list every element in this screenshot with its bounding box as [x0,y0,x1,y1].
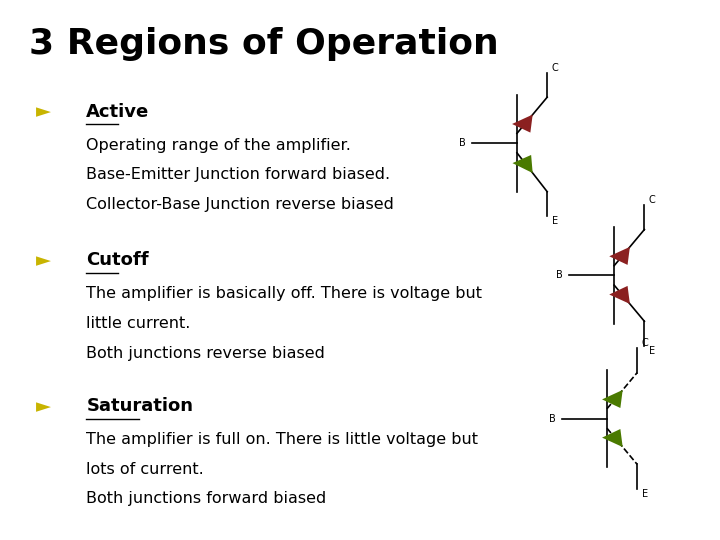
Polygon shape [513,155,533,173]
Text: E: E [649,346,655,356]
Polygon shape [512,114,533,133]
Text: Operating range of the amplifier.: Operating range of the amplifier. [86,138,351,153]
Text: C: C [649,195,655,205]
Polygon shape [609,286,630,304]
Text: Both junctions forward biased: Both junctions forward biased [86,491,327,507]
Text: Active: Active [86,103,150,120]
Polygon shape [609,247,630,265]
Polygon shape [602,429,623,447]
Text: Cutoff: Cutoff [86,251,149,269]
Text: The amplifier is basically off. There is voltage but: The amplifier is basically off. There is… [86,286,482,301]
Text: ►: ► [36,397,51,416]
Text: Base-Emitter Junction forward biased.: Base-Emitter Junction forward biased. [86,167,390,183]
Text: 3 Regions of Operation: 3 Regions of Operation [29,27,498,61]
Text: B: B [549,414,556,423]
Text: E: E [642,489,648,499]
Text: C: C [552,63,558,73]
Text: C: C [642,338,648,348]
Text: E: E [552,216,558,226]
Text: Both junctions reverse biased: Both junctions reverse biased [86,346,325,361]
Text: B: B [459,138,466,148]
Text: ►: ► [36,103,51,122]
Text: B: B [557,271,563,280]
Text: Collector-Base Junction reverse biased: Collector-Base Junction reverse biased [86,197,395,212]
Text: lots of current.: lots of current. [86,462,204,477]
Text: little current.: little current. [86,316,191,331]
Text: The amplifier is full on. There is little voltage but: The amplifier is full on. There is littl… [86,432,478,447]
Polygon shape [602,390,623,408]
Text: Saturation: Saturation [86,397,194,415]
Text: ►: ► [36,251,51,270]
